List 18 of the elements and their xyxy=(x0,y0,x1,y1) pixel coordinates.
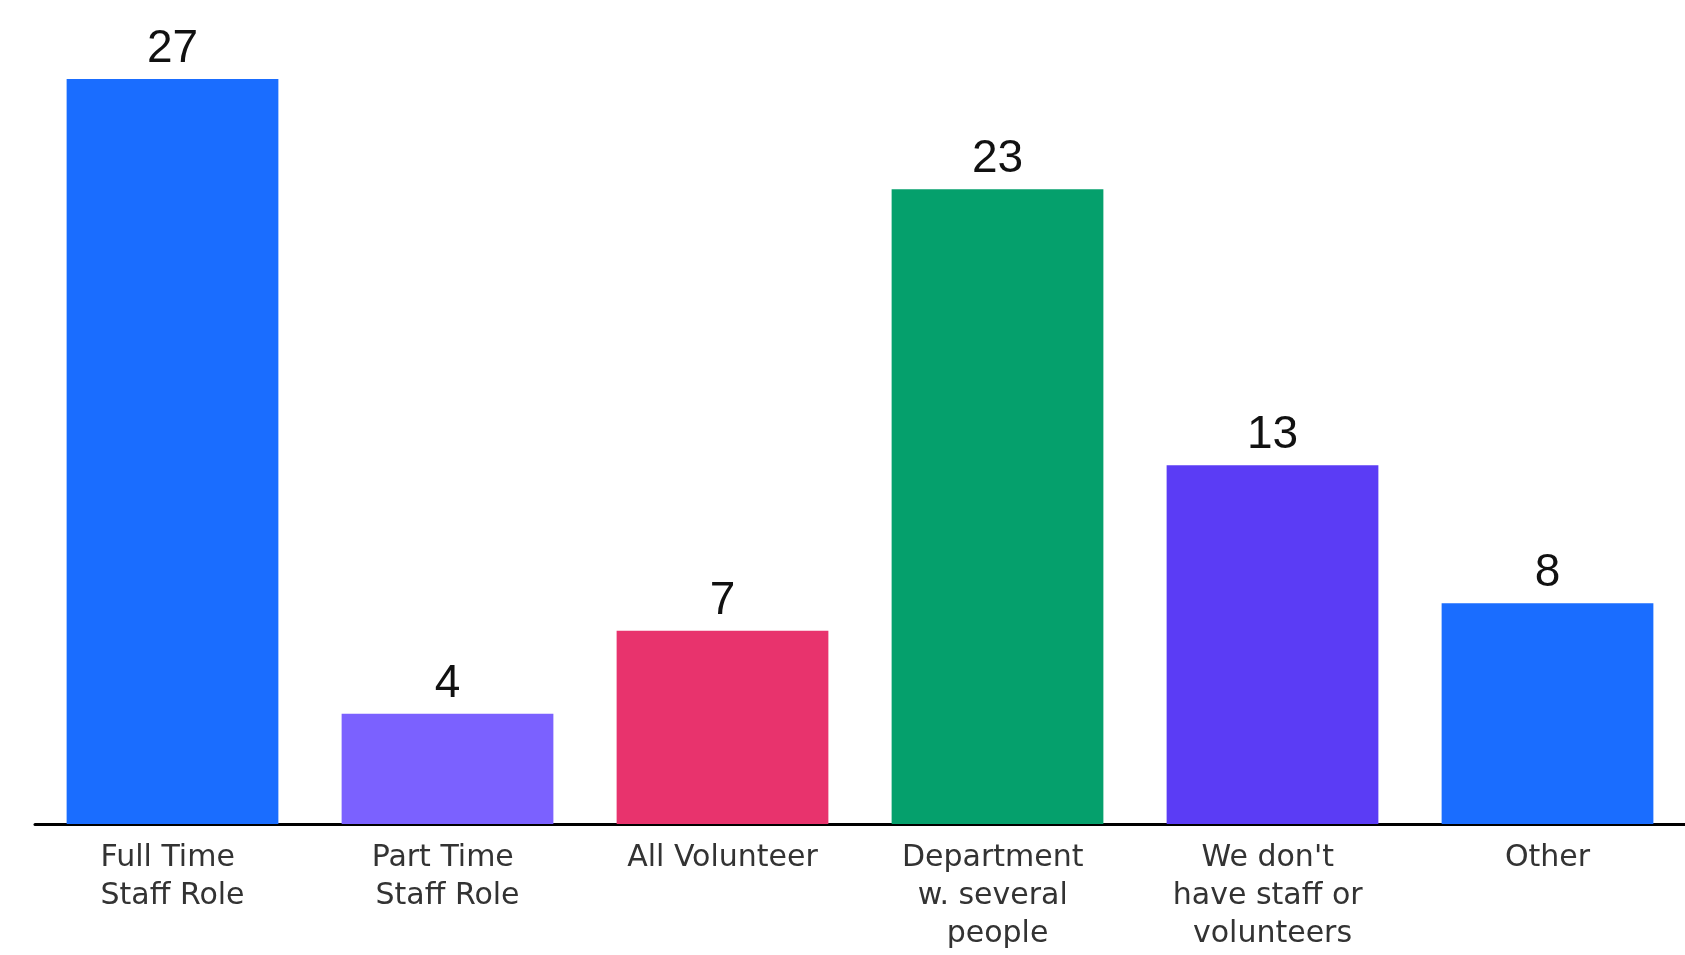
x-tick-label: All Volunteer xyxy=(627,837,819,873)
data-label: 4 xyxy=(434,654,461,707)
bar xyxy=(66,79,279,824)
x-tick-label: Other xyxy=(1504,837,1591,873)
x-tick-label: Full Time Staff Role xyxy=(100,837,245,911)
data-label: 23 xyxy=(971,130,1024,183)
bar xyxy=(341,713,554,824)
data-label: 13 xyxy=(1246,406,1299,459)
bar xyxy=(616,630,829,824)
bar xyxy=(891,189,1104,824)
bar xyxy=(1441,603,1654,824)
data-label: 8 xyxy=(1534,544,1561,597)
x-tick-label: Department w. several people xyxy=(901,837,1094,949)
x-tick-label: Part Time Staff Role xyxy=(371,837,524,911)
bar xyxy=(1166,465,1379,824)
data-label: 27 xyxy=(146,20,199,72)
data-label: 7 xyxy=(709,571,736,624)
x-tick-label: We don't have staff or volunteers xyxy=(1172,837,1373,949)
